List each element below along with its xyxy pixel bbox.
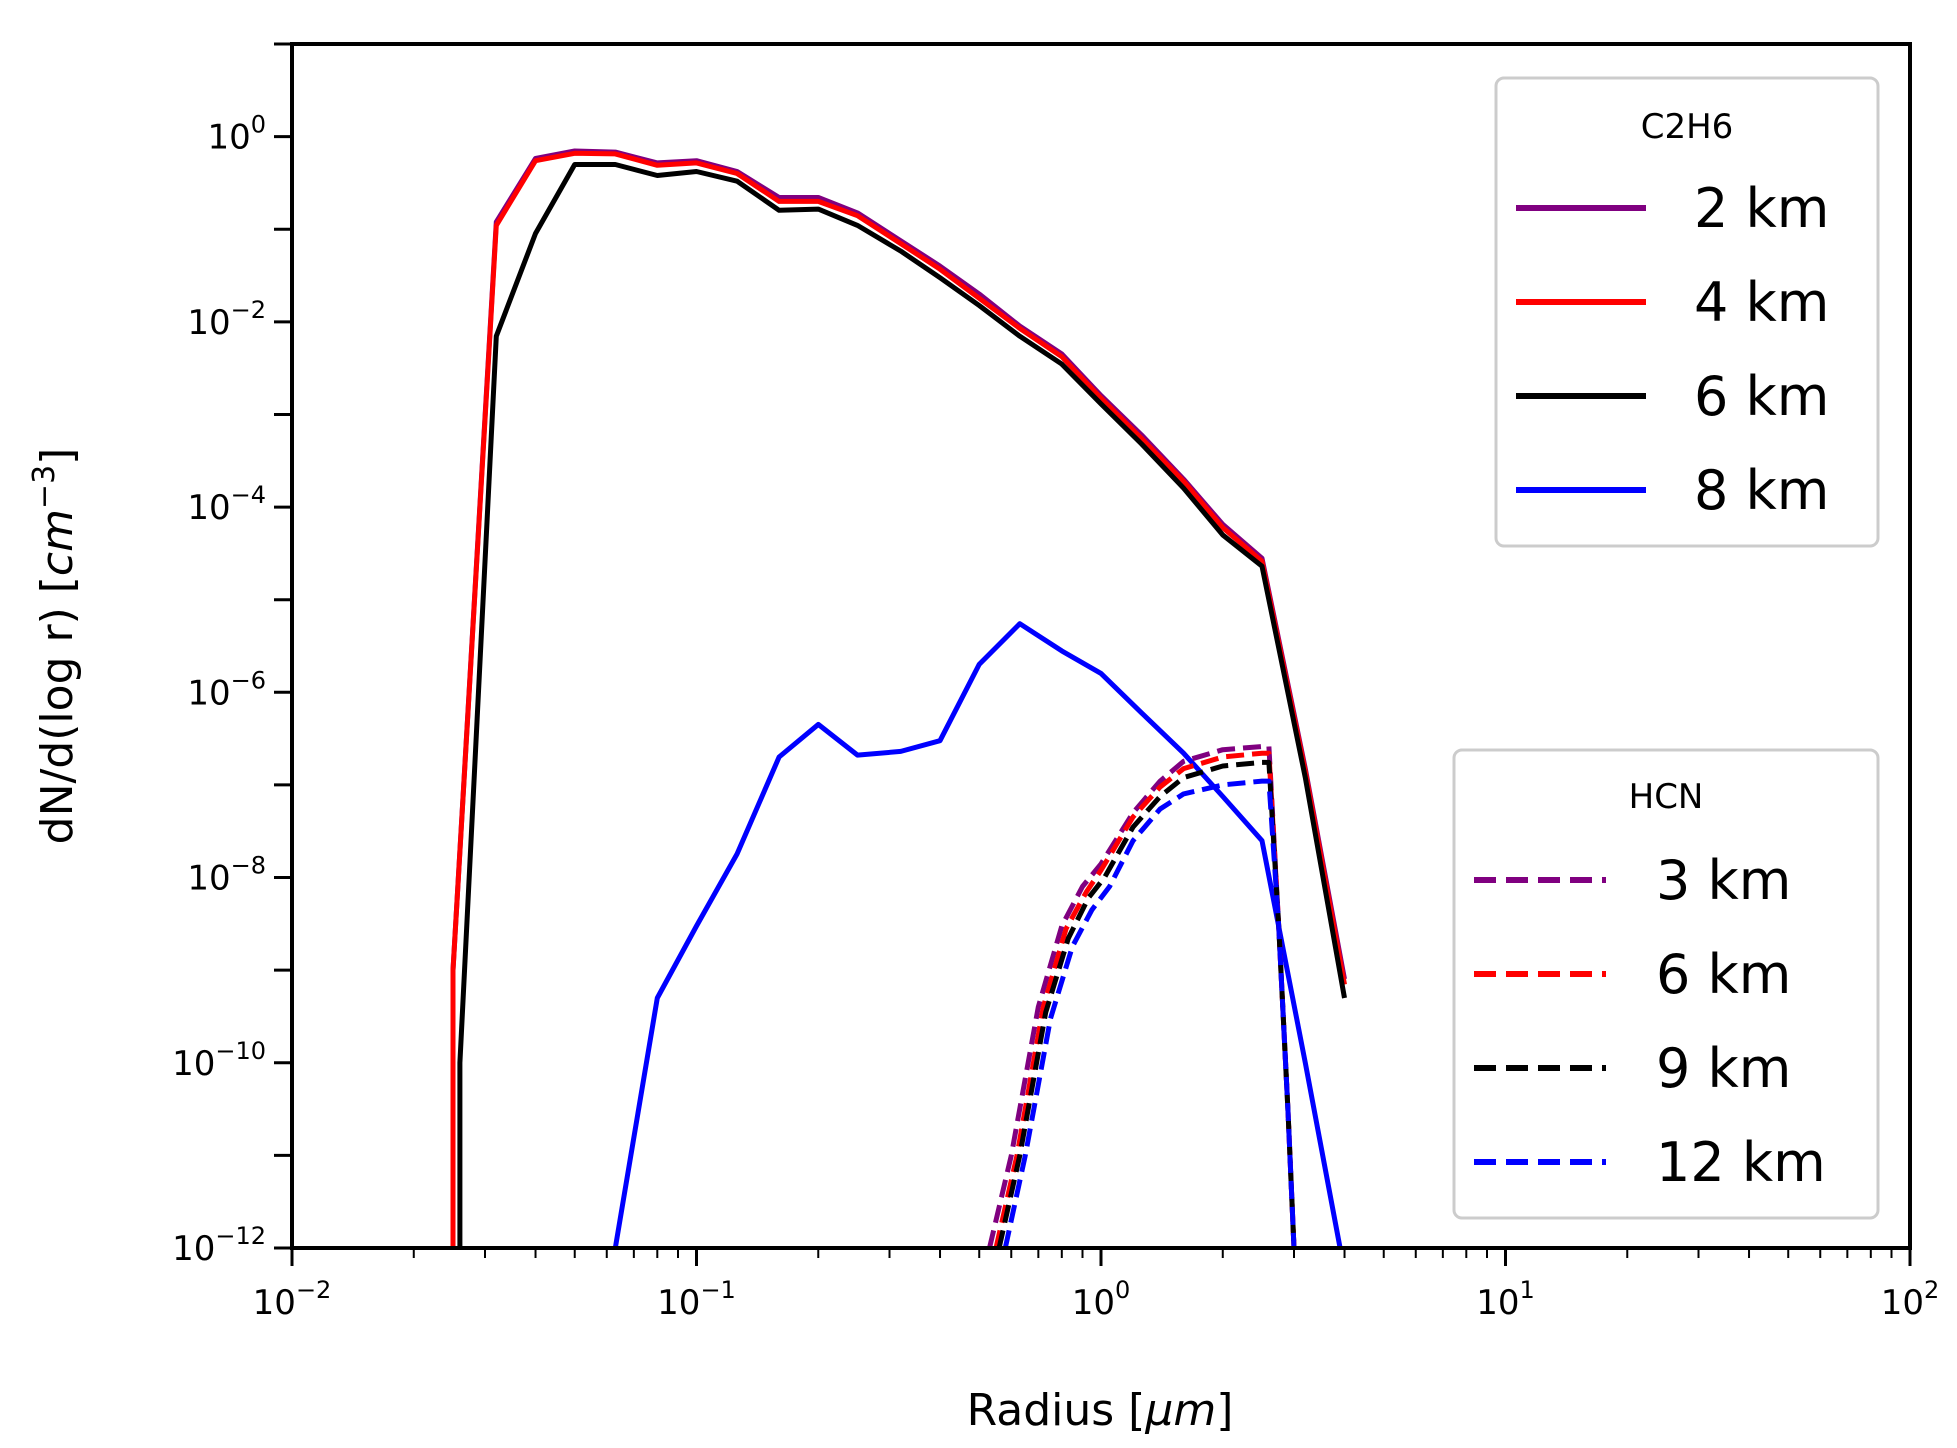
legend-entry-label: 4 km — [1694, 271, 1829, 334]
series-line-hcn-12-km — [1002, 778, 1297, 1249]
x-tick-label: 102 — [1881, 1276, 1940, 1323]
legend-entry-label: 2 km — [1694, 177, 1829, 240]
y-tick-label: 10−4 — [187, 481, 266, 528]
y-axis-title: dN/d(log r) [cm−3] — [27, 448, 83, 845]
legend-frame — [1494, 76, 1880, 548]
series-line-c2h6-2-km — [450, 148, 1347, 1248]
legend-hcn: HCN 3 km 6 km 9 km 12 km — [1452, 748, 1880, 1220]
legend-entry-label: 8 km — [1694, 459, 1829, 522]
legend-title: HCN — [1629, 777, 1704, 817]
y-tick-label: 10−6 — [187, 666, 266, 713]
y-tick-label: 10−2 — [187, 296, 266, 343]
legend-title: C2H6 — [1641, 107, 1734, 147]
series-line-c2h6-8-km — [612, 621, 1343, 1249]
legend-frame — [1452, 748, 1880, 1220]
x-tick-label: 10−1 — [657, 1276, 736, 1323]
legends: C2H6 2 km 4 km 6 km 8 km HCN 3 km 6 km 9 km 12 km — [1452, 76, 1880, 1220]
y-tick-label: 100 — [207, 111, 266, 158]
legend-entry-label: 6 km — [1656, 943, 1791, 1006]
y-tick-label: 10−8 — [187, 852, 266, 899]
y-tick-label: 10−10 — [172, 1037, 266, 1084]
series-line-c2h6-4-km — [450, 150, 1347, 1248]
legend-entry-label: 12 km — [1656, 1131, 1826, 1194]
y-tick-label: 10−12 — [172, 1222, 266, 1269]
legend-c2h6: C2H6 2 km 4 km 6 km 8 km — [1494, 76, 1880, 548]
x-axis-title: Radius [μm] — [967, 1385, 1234, 1436]
legend-entry-label: 3 km — [1656, 849, 1791, 912]
x-tick-label: 10−2 — [253, 1276, 332, 1323]
series-line-c2h6-6-km — [457, 162, 1347, 1248]
legend-entry-label: 9 km — [1656, 1037, 1791, 1100]
x-axis: 10−2 10−1 100 101 102 — [253, 1248, 1940, 1323]
y-axis: 100 10−2 10−4 10−6 10−8 10−10 10−12 — [172, 42, 292, 1269]
x-tick-label: 101 — [1476, 1276, 1535, 1323]
x-tick-label: 100 — [1072, 1276, 1131, 1323]
series-layer — [450, 148, 1347, 1249]
legend-entry-label: 6 km — [1694, 365, 1829, 428]
